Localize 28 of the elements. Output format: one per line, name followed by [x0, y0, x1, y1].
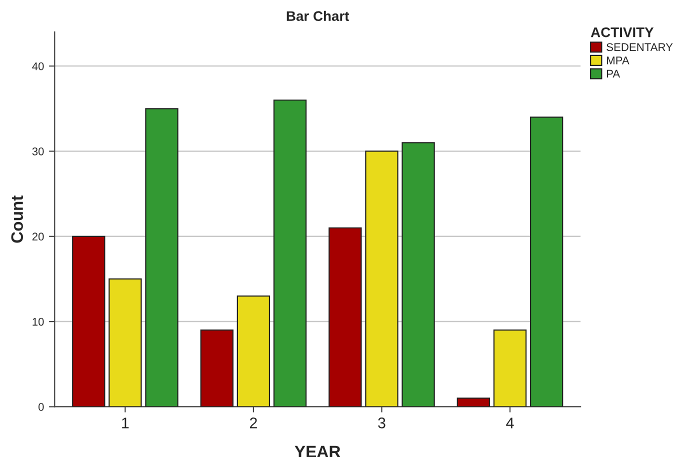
- legend-label: SEDENTARY: [606, 43, 673, 52]
- y-tick-label: 10: [32, 318, 44, 326]
- bar: [236, 295, 270, 407]
- bar: [402, 142, 435, 407]
- legend-label: MPA: [607, 56, 630, 64]
- bar: [328, 227, 362, 407]
- bar: [273, 100, 307, 407]
- bar: [72, 236, 106, 407]
- y-tick-label: 0: [38, 402, 44, 411]
- x-tick-label: 1: [122, 418, 129, 428]
- y-tick-label: 20: [32, 232, 44, 241]
- bar: [145, 108, 178, 407]
- x-tick-label: 3: [378, 418, 386, 428]
- bar: [200, 330, 234, 407]
- y-tick-label: 40: [32, 62, 44, 70]
- legend-title: ACTIVITY: [590, 27, 654, 38]
- x-tick-label: 2: [250, 418, 257, 428]
- bar: [530, 116, 564, 407]
- y-axis-title: Count: [11, 196, 24, 243]
- bar: [365, 150, 398, 407]
- bar: [108, 278, 142, 407]
- x-tick-label: 4: [506, 418, 514, 428]
- chart-title: Bar Chart: [286, 10, 350, 22]
- x-axis-title: YEAR: [294, 446, 340, 457]
- legend-label: PA: [607, 70, 620, 78]
- bar: [456, 398, 490, 407]
- y-tick-label: 30: [32, 147, 44, 156]
- bar: [493, 330, 527, 407]
